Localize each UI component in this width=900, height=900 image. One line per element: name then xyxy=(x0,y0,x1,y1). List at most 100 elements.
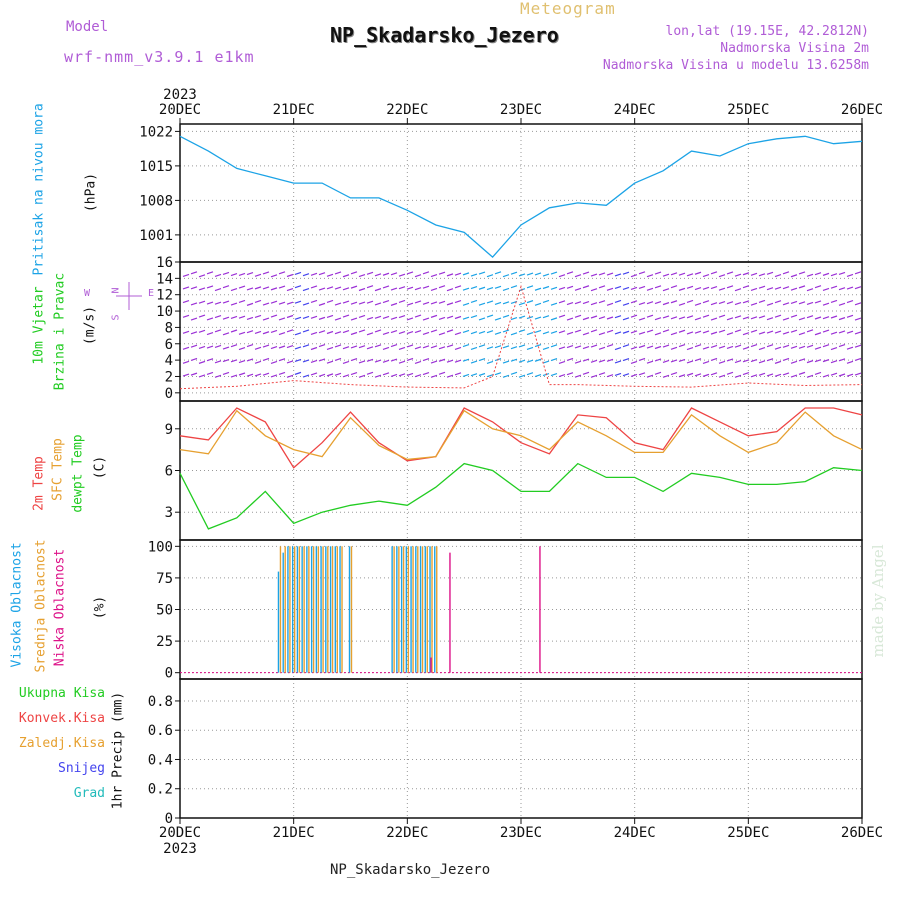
wind-barb xyxy=(574,345,582,349)
wind-barb xyxy=(814,332,822,336)
wind-barb xyxy=(702,286,710,290)
y-tick-label: 16 xyxy=(156,255,173,271)
wind-barb xyxy=(646,360,654,364)
wind-barb xyxy=(494,345,502,349)
wind-barb xyxy=(686,360,694,364)
wind-barb xyxy=(502,301,510,305)
station-title: NP_Skadarsko_Jezero xyxy=(330,23,559,47)
x-tick-label-top: 22DEC xyxy=(386,102,428,118)
wind-barb xyxy=(734,288,742,292)
compass-east: E xyxy=(148,288,155,299)
wind-barb xyxy=(566,317,574,321)
wind-barb xyxy=(558,286,566,291)
wind-barb xyxy=(390,343,398,348)
wind-barb xyxy=(646,345,654,349)
wind-barb xyxy=(766,302,774,306)
sfctemp-label: SFC Temp xyxy=(50,438,66,501)
wind-barb xyxy=(334,317,342,321)
wind-barb xyxy=(822,329,830,333)
wind-barb xyxy=(670,300,678,304)
wind-barb xyxy=(278,271,286,275)
wind-barb xyxy=(390,373,398,377)
temp2m-label: 2m Temp xyxy=(31,456,47,511)
station-elevation: Nadmorska Visina 2m xyxy=(720,41,869,56)
wind-barb xyxy=(254,273,262,277)
wind-barb xyxy=(622,317,630,321)
wind-barb xyxy=(382,346,390,351)
wind-barb xyxy=(542,331,550,335)
wind-barb xyxy=(718,274,726,278)
series-line-temperature-1 xyxy=(179,409,863,461)
wind-barb xyxy=(590,359,598,363)
wind-barb xyxy=(590,302,598,306)
wind-barb xyxy=(326,373,334,377)
wind-barb xyxy=(438,285,446,289)
wind-barb xyxy=(686,346,694,351)
wind-barb xyxy=(246,287,254,291)
wind-barb xyxy=(790,274,798,278)
wind-barb xyxy=(534,329,542,333)
wind-barb xyxy=(718,287,726,291)
wind-barb xyxy=(422,317,430,321)
wind-barb xyxy=(614,315,622,319)
wind-barb xyxy=(606,374,614,378)
wind-barb xyxy=(686,273,694,277)
wind-barb xyxy=(190,344,198,348)
wind-barb xyxy=(390,272,398,276)
wind-barb xyxy=(414,287,422,291)
wind-barb xyxy=(206,332,214,336)
wind-barb xyxy=(638,271,646,275)
wind-barb xyxy=(830,346,838,351)
wind-barb xyxy=(550,344,558,348)
wind-barb xyxy=(470,360,478,364)
wind-barb xyxy=(638,302,646,306)
wind-barb xyxy=(198,287,206,291)
pressure-unit: (hPa) xyxy=(83,172,99,213)
x-tick-label-bottom: 25DEC xyxy=(727,825,769,841)
wind-barb xyxy=(638,285,646,290)
wind-barb xyxy=(374,359,382,363)
y-tick-label: 0.8 xyxy=(148,694,173,710)
wind-barb xyxy=(510,285,518,289)
wind-barb xyxy=(318,330,326,334)
wind-barb xyxy=(478,330,486,335)
wind-barb xyxy=(294,358,302,362)
wind-barb xyxy=(558,373,566,378)
y-tick-label: 14 xyxy=(156,271,173,287)
wind-barb xyxy=(654,332,662,336)
wind-barb xyxy=(406,330,414,335)
wind-barb xyxy=(622,286,630,291)
wind-barb xyxy=(486,300,494,304)
freezing-rain-label: Zaledj.Kisa xyxy=(18,736,105,751)
wind-barb xyxy=(574,274,582,278)
wind-barb xyxy=(270,287,278,291)
wind-barb xyxy=(310,285,318,289)
wind-barb xyxy=(270,346,278,350)
wind-barb xyxy=(742,285,750,289)
wind-barb xyxy=(342,314,350,318)
wind-barb xyxy=(422,372,430,376)
wind-barb xyxy=(854,331,862,335)
year-label-top: 2023 xyxy=(163,87,197,103)
wind-barb xyxy=(326,273,334,277)
wind-barb xyxy=(790,287,798,291)
wind-barb xyxy=(718,314,726,318)
wind-barb xyxy=(518,273,526,277)
wind-barb xyxy=(526,300,534,304)
wind-barb xyxy=(358,273,366,278)
y-tick-label: 75 xyxy=(156,571,173,587)
wind-barb xyxy=(654,285,662,289)
wind-barb xyxy=(318,373,326,377)
wind-barb xyxy=(238,315,246,319)
wind-barb xyxy=(694,302,702,306)
wind-barb xyxy=(222,316,230,320)
wind-barb xyxy=(534,302,542,306)
wind-barb xyxy=(574,314,582,318)
wind-barb xyxy=(254,299,262,304)
wind-barb xyxy=(398,314,406,319)
y-tick-label: 12 xyxy=(156,288,173,304)
wind-barb xyxy=(182,346,190,350)
wind-barb xyxy=(558,346,566,350)
wind-barb xyxy=(590,344,598,348)
wind-barb xyxy=(238,299,246,304)
